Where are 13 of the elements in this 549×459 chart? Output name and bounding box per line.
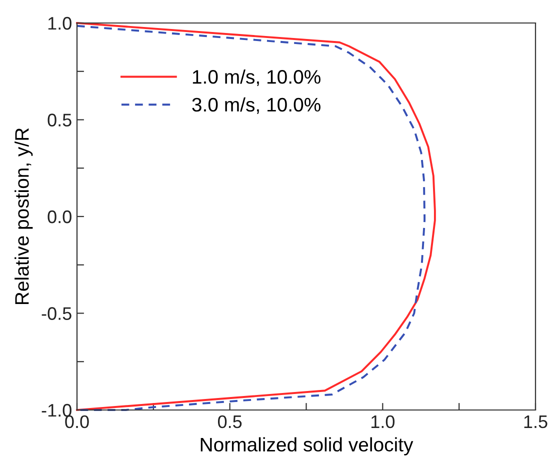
x-tick-label: 0.0: [65, 415, 89, 428]
x-tick-label: 1.0: [371, 415, 395, 428]
legend-label: 3.0 m/s, 10.0%: [192, 97, 320, 114]
y-tick-label: -1.0: [42, 404, 72, 417]
legend-label: 1.0 m/s, 10.0%: [192, 69, 320, 86]
x-tick-label: 0.5: [218, 415, 242, 428]
y-tick-label: 1.0: [48, 16, 72, 30]
y-tick-label: -0.5: [42, 307, 72, 320]
y-axis-title: Relative postion, y/R: [14, 128, 33, 304]
x-tick-label: 1.5: [524, 416, 548, 428]
x-axis-title: Normalized solid velocity: [200, 437, 414, 456]
y-tick-label: 0.5: [48, 114, 72, 126]
y-tick-label: 0.0: [48, 210, 72, 224]
